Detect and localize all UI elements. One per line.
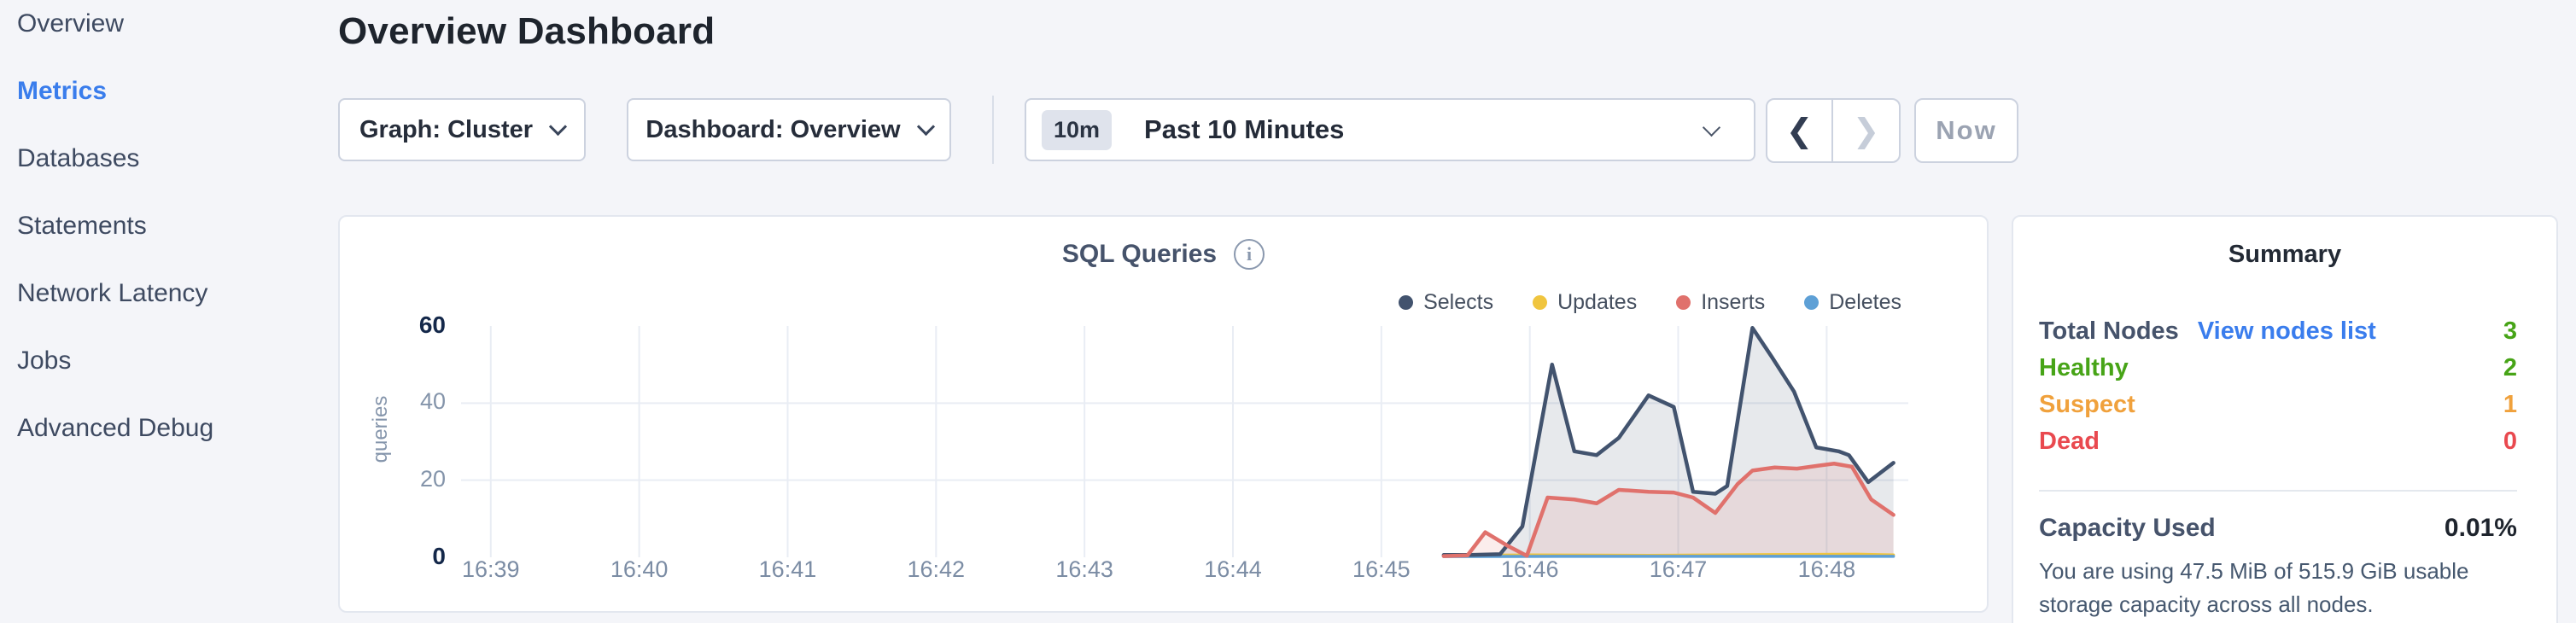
sidebar-item-statements[interactable]: Statements [17,212,147,240]
summary-row-healthy: Healthy 2 [2039,354,2517,391]
x-tick-label: 16:47 [1649,556,1708,582]
legend-item-selects[interactable]: Selects [1399,290,1493,315]
x-tick-label: 16:45 [1352,556,1411,582]
status-value: 0 [2503,428,2517,455]
graph-dropdown-label: Graph: Cluster [359,115,534,143]
summary-row-dead: Dead 0 [2039,428,2517,464]
y-tick-label: 20 [419,465,446,492]
sql-queries-chart-card: SQL Queries i Selects Updates Inserts Delet… [338,215,1989,613]
status-label: Total Nodes [2039,317,2179,345]
summary-panel: Summary Total Nodes View nodes list 3 Healt… [2012,215,2558,623]
time-step-buttons: ❮ ❯ [1766,98,1901,163]
legend-label: Selects [1423,290,1494,314]
sidebar: Overview Metrics Databases Statements Networ… [0,0,338,623]
toolbar-divider [992,96,994,164]
legend-item-updates[interactable]: Updates [1533,290,1637,315]
dashboard-dropdown[interactable]: Dashboard: Overview [627,98,951,161]
legend-dot-icon [1676,295,1691,310]
capacity-used-value: 0.01% [2444,514,2517,542]
x-tick-label: 16:48 [1797,556,1856,582]
legend-label: Updates [1557,290,1638,314]
y-tick-label: 40 [419,388,446,415]
series-area-inserts [1443,463,1894,557]
info-icon[interactable]: i [1234,239,1265,270]
legend-item-deletes[interactable]: Deletes [1804,290,1901,315]
sql-queries-plot [461,326,1908,558]
now-button[interactable]: Now [1914,98,2018,163]
legend-label: Inserts [1701,290,1766,314]
sidebar-item-network-latency[interactable]: Network Latency [17,279,208,307]
y-tick-label: 0 [432,543,446,569]
sidebar-item-overview[interactable]: Overview [17,9,125,38]
series-line-inserts [1441,461,1895,558]
chevron-down-icon [1702,118,1721,137]
time-range-badge: 10m [1042,109,1113,150]
chevron-down-icon [916,117,935,136]
time-range-label: Past 10 Minutes [1144,114,1345,144]
x-tick-label: 16:43 [1055,556,1113,582]
dashboard-dropdown-label: Dashboard: Overview [645,115,901,143]
sidebar-item-metrics[interactable]: Metrics [17,77,108,105]
chart-legend: Selects Updates Inserts Deletes [1399,290,1901,315]
status-label: Suspect [2039,391,2135,418]
legend-dot-icon [1804,295,1820,310]
x-tick-label: 16:39 [461,556,520,582]
x-tick-label: 16:40 [610,556,669,582]
sidebar-item-jobs[interactable]: Jobs [17,346,72,375]
view-nodes-list-link[interactable]: View nodes list [2197,317,2376,345]
node-status-rows: Total Nodes View nodes list 3 Healthy 2 Suspe… [2039,317,2517,464]
graph-dropdown[interactable]: Graph: Cluster [338,98,586,161]
x-tick-label: 16:42 [907,556,966,582]
summary-divider [2039,490,2517,492]
x-tick-label: 16:44 [1204,556,1262,582]
legend-label: Deletes [1829,290,1901,314]
status-value: 2 [2503,354,2517,381]
capacity-used-label: Capacity Used [2039,514,2216,542]
prev-time-button[interactable]: ❮ [1767,100,1833,161]
time-range-selector[interactable]: 10m Past 10 Minutes [1025,98,1755,161]
sidebar-item-advanced-debug[interactable]: Advanced Debug [17,414,214,442]
status-value: 1 [2503,391,2517,418]
summary-row-suspect: Suspect 1 [2039,391,2517,428]
status-value: 3 [2503,317,2517,345]
legend-item-inserts[interactable]: Inserts [1676,290,1765,315]
y-tick-label: 60 [418,312,446,338]
legend-dot-icon [1533,295,1548,310]
status-label: Healthy [2039,354,2129,381]
x-tick-label: 16:41 [758,556,817,582]
chevron-down-icon [548,117,568,136]
summary-row-total-nodes: Total Nodes View nodes list 3 [2039,317,2517,354]
series-line-selects [1441,326,1895,557]
summary-title: Summary [2228,241,2342,268]
sidebar-item-databases[interactable]: Databases [17,144,140,172]
capacity-description: You are using 47.5 MiB of 515.9 GiB usab… [2039,558,2469,617]
page-title: Overview Dashboard [338,10,716,52]
legend-dot-icon [1399,295,1414,310]
status-label: Dead [2039,428,2100,455]
chart-title: SQL Queries [1061,240,1218,268]
x-tick-label: 16:46 [1500,556,1559,582]
next-time-button[interactable]: ❯ [1852,113,1880,149]
